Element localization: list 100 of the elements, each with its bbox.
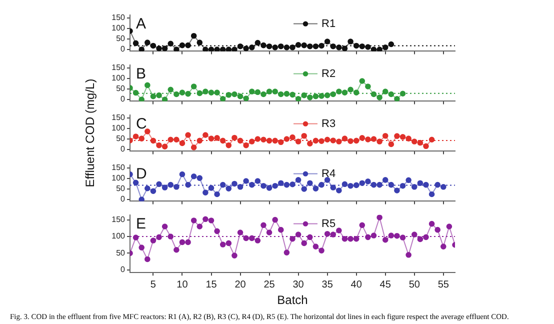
y-tick-label: 100	[112, 174, 126, 183]
y-tick-label: 0	[120, 265, 126, 274]
y-tick-label: 0	[120, 194, 126, 204]
point	[144, 82, 150, 88]
point	[388, 141, 394, 148]
point	[214, 135, 220, 141]
point	[336, 88, 342, 94]
annotation: E	[136, 215, 146, 232]
point	[190, 84, 197, 90]
annotation: B	[136, 65, 146, 82]
x-tick-label: 50	[408, 279, 420, 290]
point	[162, 184, 168, 190]
point	[232, 91, 238, 98]
point	[370, 91, 377, 98]
point	[318, 42, 324, 49]
point	[278, 180, 284, 186]
point	[208, 136, 214, 142]
point	[190, 32, 197, 39]
point	[406, 136, 412, 142]
point	[376, 138, 382, 144]
point	[208, 185, 214, 191]
point	[318, 138, 324, 144]
point	[290, 44, 296, 50]
point	[370, 136, 377, 142]
point	[295, 177, 302, 183]
point	[248, 182, 255, 188]
point	[174, 246, 180, 253]
y-tick-label: 0	[120, 94, 126, 104]
point	[266, 138, 272, 144]
point	[312, 186, 319, 192]
point	[232, 46, 238, 52]
point	[370, 232, 377, 238]
y-tick-label: 150	[112, 113, 126, 122]
y-tick-label: 150	[112, 63, 126, 72]
point	[202, 46, 208, 52]
point	[248, 235, 255, 242]
point	[290, 134, 296, 140]
point	[428, 136, 435, 143]
point	[254, 40, 261, 46]
point	[307, 234, 313, 240]
point	[260, 136, 266, 143]
point	[196, 40, 203, 46]
point	[295, 96, 302, 102]
point	[144, 185, 150, 192]
point	[254, 238, 261, 244]
point	[318, 93, 324, 99]
point	[365, 136, 371, 142]
point	[400, 90, 406, 97]
y-tick-label: 100	[112, 124, 126, 133]
point	[226, 186, 232, 192]
point	[388, 41, 394, 48]
point	[156, 92, 162, 98]
point	[132, 180, 139, 186]
point	[370, 182, 377, 188]
point	[376, 182, 382, 188]
point	[446, 224, 452, 230]
point	[260, 222, 266, 228]
y-tick-label: 50	[116, 184, 126, 194]
point	[243, 235, 249, 242]
point	[220, 242, 226, 248]
point	[260, 182, 266, 189]
point	[260, 42, 266, 48]
legend-label: R2	[322, 68, 336, 80]
point	[295, 232, 302, 238]
point	[196, 138, 203, 144]
point	[336, 44, 342, 50]
point	[312, 138, 319, 144]
legend-label: R4	[322, 168, 336, 180]
point	[144, 128, 150, 134]
point	[428, 191, 435, 198]
y-tick-label: 100	[112, 232, 126, 241]
point	[156, 46, 162, 52]
point	[174, 184, 180, 190]
point	[394, 96, 400, 102]
point	[324, 38, 330, 44]
point	[150, 188, 156, 194]
point	[423, 143, 429, 150]
point	[400, 234, 406, 240]
x-tick-label: 20	[234, 279, 246, 290]
point	[202, 190, 208, 196]
y-tick-label: 50	[116, 84, 126, 94]
point	[144, 40, 150, 46]
point	[278, 91, 284, 98]
x-tick-label: 35	[322, 279, 334, 290]
point	[348, 86, 354, 93]
point	[382, 177, 388, 183]
point	[185, 239, 191, 246]
point	[272, 88, 278, 94]
point	[318, 182, 324, 188]
point	[168, 234, 174, 240]
point	[237, 230, 244, 236]
point	[284, 250, 290, 256]
point	[307, 94, 313, 100]
point	[272, 182, 278, 189]
point	[232, 252, 238, 258]
point	[284, 136, 290, 142]
point	[307, 180, 313, 186]
point	[248, 44, 255, 50]
point	[174, 91, 180, 98]
point	[348, 182, 354, 189]
